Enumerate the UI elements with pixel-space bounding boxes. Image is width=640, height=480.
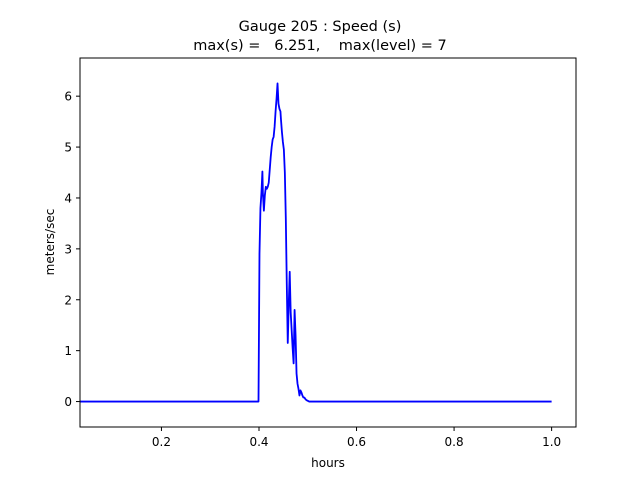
chart-title: Gauge 205 : Speed (s)	[239, 19, 402, 35]
y-tick-label: 0	[64, 395, 72, 409]
y-tick-label: 4	[64, 191, 72, 205]
series-line-speed	[80, 82, 552, 403]
x-tick-label: 0.6	[347, 435, 366, 449]
x-tick-label: 0.8	[445, 435, 464, 449]
y-tick-label: 6	[64, 90, 72, 104]
plot-area	[80, 82, 552, 403]
x-tick-label: 0.4	[249, 435, 268, 449]
x-tick-label: 0.2	[152, 435, 171, 449]
y-axis-label: meters/sec	[43, 209, 57, 276]
y-axis: 0 1 2 3 4 5 6	[64, 90, 80, 409]
y-tick-label: 1	[64, 344, 72, 358]
chart-subtitle: max(s) = 6.251, max(level) = 7	[193, 38, 447, 54]
axes-frame	[79, 57, 577, 428]
y-tick-label: 3	[64, 242, 72, 256]
x-tick-label: 1.0	[542, 435, 561, 449]
y-tick-label: 2	[64, 293, 72, 307]
x-axis: 0.2 0.4 0.6 0.8 1.0	[152, 427, 561, 449]
x-axis-label: hours	[311, 456, 345, 470]
y-tick-label: 5	[64, 141, 72, 155]
